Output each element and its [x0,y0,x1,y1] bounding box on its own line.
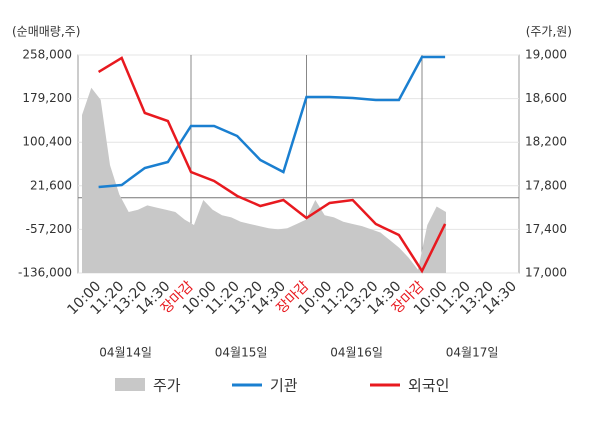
y2-tick-label: 18,200 [525,135,567,149]
y-tick-label: 21,600 [30,178,72,192]
price-area [82,87,446,273]
y-tick-label: 179,200 [22,91,72,105]
y2-axis-title: (주가,원) [526,25,572,39]
series-line [97,56,447,274]
legend-label: 기관 [270,377,298,395]
y-axis-title: (순매매량,주) [12,25,80,39]
date-label: 04월14일 [99,346,152,360]
y-tick-label: 100,400 [22,135,72,149]
legend-label: 주가 [153,377,181,395]
date-label: 04월17일 [446,346,499,360]
legend-label: 외국인 [408,377,449,395]
date-label: 04월16일 [330,346,383,360]
y2-tick-label: 17,800 [525,178,567,192]
y-tick-label: -136,000 [18,266,72,280]
legend-swatch [115,378,145,391]
date-label: 04월15일 [215,346,268,360]
series-line [98,55,446,189]
y-tick-label: 258,000 [22,48,72,62]
y2-tick-label: 17,000 [525,266,567,280]
y2-tick-label: 17,400 [525,222,567,236]
y2-tick-label: 18,600 [525,91,567,105]
y-tick-label: -57,200 [26,222,72,236]
y2-tick-label: 19,000 [525,48,567,62]
